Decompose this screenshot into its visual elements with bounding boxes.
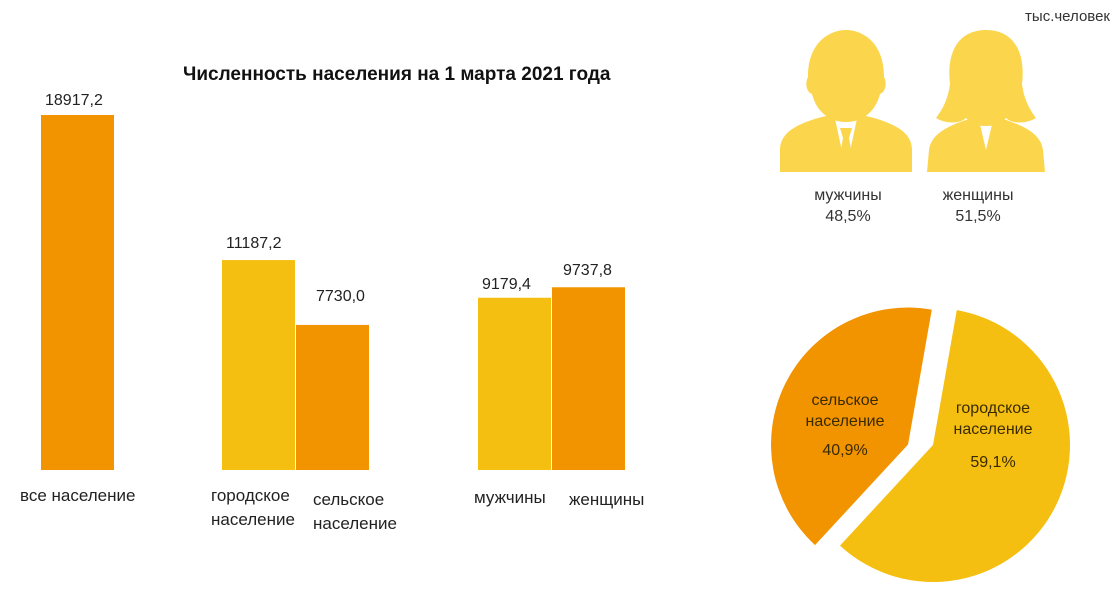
woman-silhouette-icon (927, 30, 1045, 172)
pie-slice-urban (840, 310, 1071, 583)
bar-women (552, 287, 625, 470)
men-share: мужчины 48,5% (800, 185, 896, 227)
bar-rural-population (296, 324, 369, 470)
unit-label: тыс.человек (1025, 8, 1110, 25)
bar-all-population (41, 115, 114, 470)
women-percent: 51,5% (955, 208, 1001, 225)
value-label-men: 9179,4 (482, 276, 531, 293)
pie-label-urban-value: 59,1% (970, 454, 1016, 471)
man-silhouette-icon (780, 30, 912, 172)
pie-slice-rural (771, 307, 932, 546)
value-label-women: 9737,8 (563, 262, 612, 279)
men-percent: 48,5% (825, 208, 871, 225)
chart-title: Численность населения на 1 марта 2021 го… (183, 64, 611, 85)
men-label: мужчины (814, 187, 882, 204)
pie-label-urban-name: городское население (953, 400, 1033, 438)
category-label-urban-population: городское население (211, 486, 295, 529)
pie-label-rural-name: сельское население (805, 392, 885, 430)
category-label-rural-population: сельское население (313, 490, 397, 533)
category-label-all-population: все население (20, 486, 136, 505)
value-label-all-population: 18917,2 (45, 92, 103, 109)
pie-label-rural: сельское население 40,9% (795, 390, 895, 461)
value-label-rural-population: 7730,0 (316, 288, 365, 305)
women-share: женщины 51,5% (930, 185, 1026, 227)
pie-label-rural-value: 40,9% (822, 442, 868, 459)
pie-label-urban: городское население 59,1% (937, 398, 1049, 473)
category-label-men: мужчины (474, 488, 546, 507)
women-label: женщины (942, 187, 1014, 204)
bar-men (478, 297, 551, 470)
category-label-women: женщины (569, 490, 645, 509)
value-label-urban-population: 11187,2 (226, 235, 282, 252)
bar-urban-population (222, 260, 295, 470)
